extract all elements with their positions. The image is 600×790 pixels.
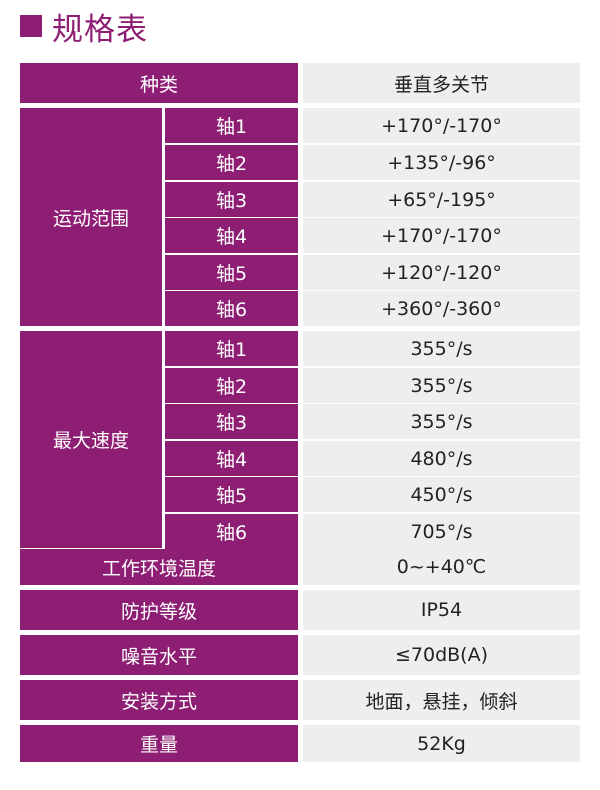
speed-axis-2: 轴2 bbox=[165, 368, 298, 403]
range-value-4: +170°/-170° bbox=[303, 218, 580, 253]
noise-value: ≤70dB(A) bbox=[303, 635, 580, 675]
speed-axis-6: 轴6 bbox=[165, 514, 298, 549]
speed-value-3: 355°/s bbox=[303, 404, 580, 439]
protection-value: IP54 bbox=[303, 590, 580, 630]
range-axis-6: 轴6 bbox=[165, 291, 298, 326]
weight-value: 52Kg bbox=[303, 725, 580, 762]
range-axis-5: 轴5 bbox=[165, 255, 298, 290]
range-value-3: +65°/-195° bbox=[303, 182, 580, 217]
title-square-icon bbox=[20, 15, 42, 37]
weight-label: 重量 bbox=[20, 725, 298, 762]
speed-value-5: 450°/s bbox=[303, 477, 580, 512]
range-axis-2: 轴2 bbox=[165, 145, 298, 180]
range-value-1: +170°/-170° bbox=[303, 108, 580, 143]
temperature-value: 0~+40℃ bbox=[303, 549, 580, 585]
speed-axis-3: 轴3 bbox=[165, 404, 298, 439]
speed-value-6: 705°/s bbox=[303, 514, 580, 549]
range-label: 运动范围 bbox=[20, 108, 162, 326]
range-axis-4: 轴4 bbox=[165, 218, 298, 253]
mounting-value: 地面，悬挂，倾斜 bbox=[303, 680, 580, 720]
range-value-2: +135°/-96° bbox=[303, 145, 580, 180]
protection-label: 防护等级 bbox=[20, 590, 298, 630]
range-axis-3: 轴3 bbox=[165, 182, 298, 217]
type-label: 种类 bbox=[20, 63, 298, 103]
speed-label: 最大速度 bbox=[20, 331, 162, 548]
section-title: 规格表 bbox=[20, 4, 148, 48]
speed-value-2: 355°/s bbox=[303, 368, 580, 403]
range-axis-1: 轴1 bbox=[165, 108, 298, 143]
speed-axis-1: 轴1 bbox=[165, 331, 298, 366]
speed-value-1: 355°/s bbox=[303, 331, 580, 366]
range-value-6: +360°/-360° bbox=[303, 291, 580, 326]
speed-value-4: 480°/s bbox=[303, 441, 580, 476]
speed-axis-4: 轴4 bbox=[165, 441, 298, 476]
noise-label: 噪音水平 bbox=[20, 635, 298, 675]
speed-axis-5: 轴5 bbox=[165, 477, 298, 512]
range-value-5: +120°/-120° bbox=[303, 255, 580, 290]
page-title: 规格表 bbox=[52, 11, 148, 48]
temperature-label: 工作环境温度 bbox=[20, 549, 298, 585]
mounting-label: 安装方式 bbox=[20, 680, 298, 720]
type-value: 垂直多关节 bbox=[303, 63, 580, 103]
